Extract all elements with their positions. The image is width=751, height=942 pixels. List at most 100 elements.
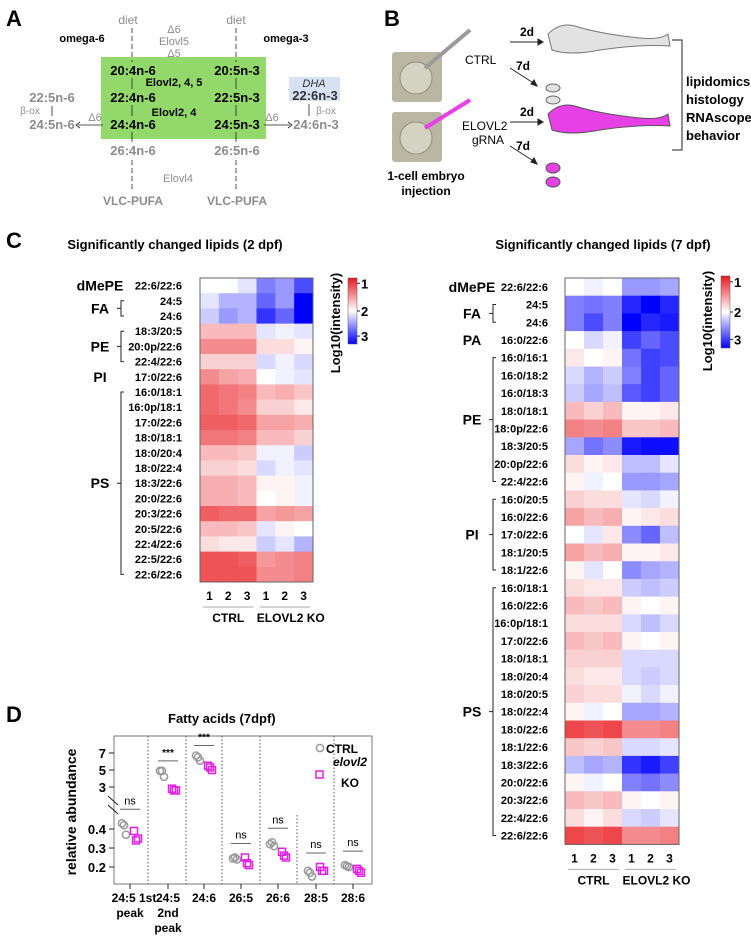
panel-label-d: D: [6, 702, 22, 727]
heatmap-cell: [603, 401, 623, 421]
2d-label: 2d: [520, 105, 534, 119]
row-label: 20:0/22:6: [501, 777, 548, 789]
heatmap-cell: [200, 460, 220, 477]
column-label: 3: [300, 589, 307, 603]
heatmap-cell: [584, 685, 604, 704]
row-label: 18:0p/22:6: [494, 423, 548, 435]
heatmap-cell: [565, 278, 585, 297]
data-point-ko: [279, 851, 289, 860]
heatmap-cell: [622, 649, 642, 668]
row-label: 17:0/22:6: [501, 636, 548, 648]
colorbar-tick-label: 2: [361, 304, 368, 319]
heatmap-cell: [584, 578, 604, 598]
heatmap-cell: [275, 536, 295, 553]
data-point-ctrl: [307, 872, 317, 881]
row-label: 17:0/22:6: [135, 417, 182, 429]
heatmap-cell: [622, 278, 642, 297]
x-tick-label: 24:5: [156, 891, 180, 905]
row-label: 16:0/18:1: [501, 583, 548, 595]
heatmap-cell: [200, 414, 220, 431]
heatmap-cell: [218, 536, 239, 553]
row-label: 18:3/22:6: [135, 478, 182, 490]
column-label: 3: [666, 851, 673, 865]
heatmap-cell: [565, 702, 585, 721]
group-label-ko: ELOVL2 KO: [257, 611, 325, 625]
row-label: 18:1/22:6: [501, 742, 548, 754]
readout-histology: histology: [686, 92, 745, 107]
heatmap-cell: [275, 399, 295, 416]
heatmap-cell: [275, 445, 295, 461]
heatmap-cell: [584, 348, 604, 367]
heatmap-cell: [294, 475, 314, 492]
heatmap-cell: [256, 293, 276, 309]
row-label: 22:6/22:6: [135, 281, 182, 293]
heatmap-cell: [584, 543, 604, 562]
heatmap-cell: [275, 430, 295, 446]
heatmap-cell: [200, 521, 220, 537]
heatmap-cell: [200, 566, 220, 583]
heatmap-cell: [660, 331, 680, 350]
heatmap-cell: [603, 295, 623, 314]
heatmap-cell: [200, 475, 220, 492]
heatmap-cell: [603, 525, 623, 544]
heatmap-cell: [622, 348, 642, 367]
heatmap-cell: [584, 720, 604, 739]
heatmap-cell: [641, 278, 661, 297]
heatmap-cell: [584, 366, 604, 385]
heatmap-cell: [256, 278, 276, 294]
7d-label: 7d: [516, 59, 530, 73]
class-bracket: [489, 304, 496, 323]
group-label-ctrl: CTRL: [212, 611, 244, 625]
row-label: 16:0/22:6: [501, 600, 548, 612]
y-tick-label: 7: [99, 746, 106, 761]
heatmap-cell: [218, 338, 239, 355]
scatter-title: Fatty acids (7dpf): [168, 711, 276, 726]
heatmap-cell: [256, 369, 276, 385]
elovl2-label: ELOVL2: [462, 119, 508, 133]
heatmap-cell: [256, 566, 276, 583]
heatmap-cell: [200, 369, 220, 385]
row-label: 24:6: [160, 311, 182, 323]
heatmap-cell: [603, 632, 623, 651]
heatmap-cell: [294, 323, 314, 340]
column-label: 2: [281, 589, 288, 603]
heatmap-cell: [200, 399, 220, 416]
heatmap-cell: [622, 702, 642, 721]
heatmap-cell: [660, 278, 680, 297]
row-label: 18:0/22:4: [501, 707, 549, 719]
heatmap-cell: [660, 455, 680, 474]
row-label: 16:0p/18:1: [128, 402, 182, 414]
pathway-arrows: [51, 28, 310, 192]
heatmap-cell: [237, 369, 257, 385]
dha-label: DHA: [302, 78, 325, 90]
heatmap-cell: [275, 521, 295, 537]
heatmap-cell: [237, 293, 257, 309]
heatmap-cell: [641, 437, 661, 456]
heatmap-cell: [641, 366, 661, 385]
heatmap-cell: [622, 773, 642, 792]
heatmap-cell: [622, 437, 642, 456]
column-label: 2: [647, 851, 654, 865]
lipid-class-label: PA: [463, 332, 481, 348]
embryo-icon: [399, 61, 433, 95]
readout-behavior: behavior: [686, 128, 740, 143]
row-label: 18:3/20:5: [135, 326, 182, 338]
column-label: 3: [244, 589, 251, 603]
heatmap-cell: [622, 525, 642, 544]
heatmap-cell: [641, 720, 661, 739]
heatmap-cell: [200, 445, 220, 461]
heatmap-cell: [603, 490, 623, 509]
heatmap-cell: [603, 313, 623, 332]
heatmap-cell: [603, 384, 623, 403]
heatmap-cell: [256, 536, 276, 553]
7d-label: 7d: [516, 139, 530, 153]
heatmap-cell: [641, 508, 661, 527]
delta6-left: Δ6: [88, 112, 101, 124]
heatmap-cell: [641, 384, 661, 403]
heatmap-cell: [200, 430, 220, 446]
column-label: 1: [571, 851, 578, 865]
heatmap-cell: [565, 543, 585, 562]
fatty-acids-scatter: Fatty acids (7dpf) relative abundance 3 5 7 0…: [63, 711, 373, 935]
heatmap-cell: [622, 755, 642, 775]
data-point-ctrl: [230, 853, 240, 862]
